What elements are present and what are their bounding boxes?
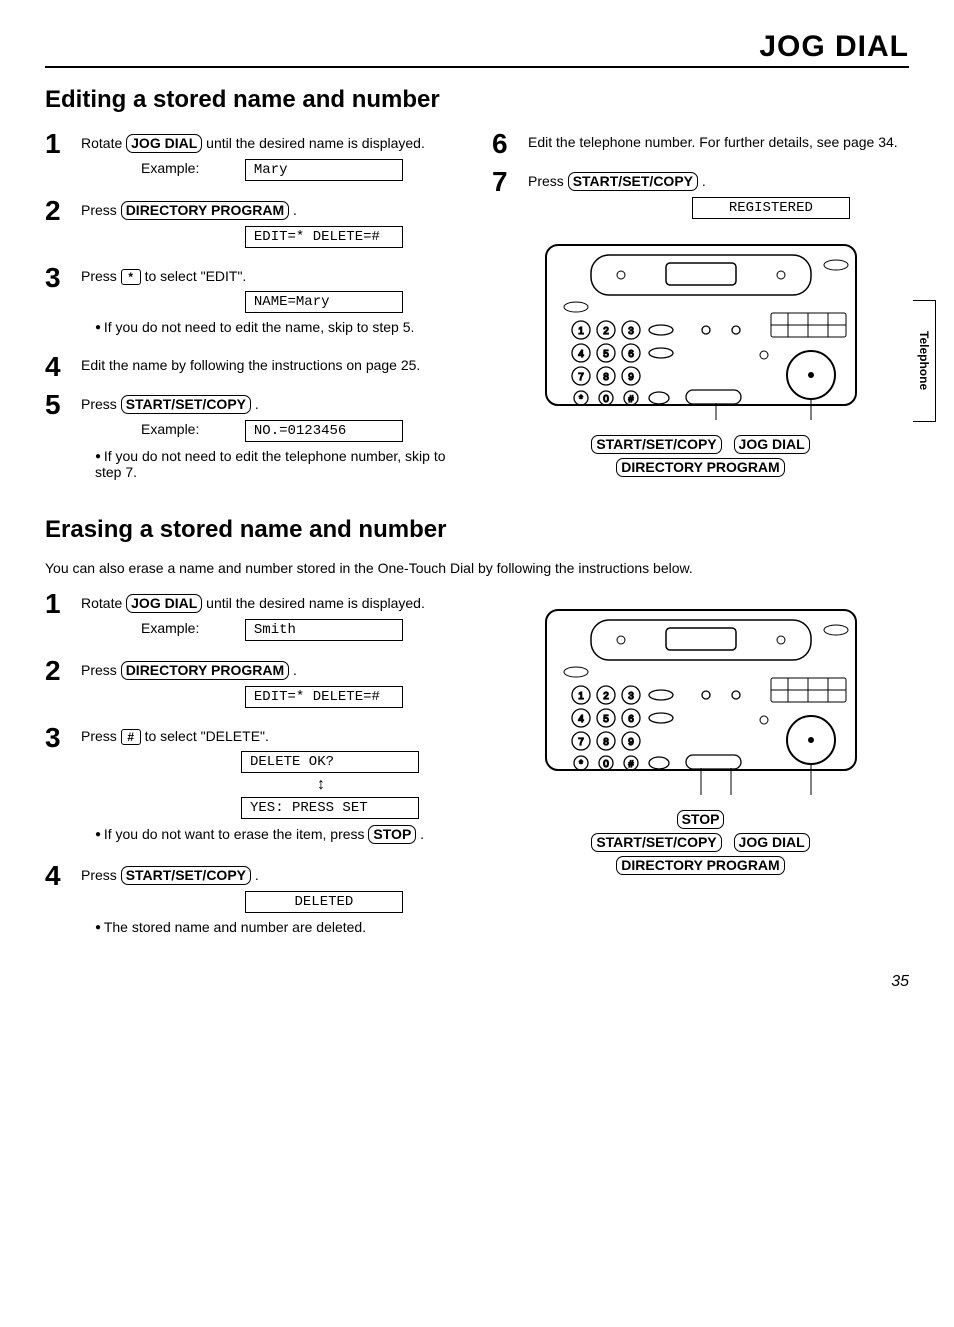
svg-text:1: 1 — [578, 691, 584, 702]
editing-step-5: 5 Press START/SET/COPY . Example: NO.=01… — [45, 391, 462, 488]
erasing-step-4: 4 Press START/SET/COPY . DELETED The sto… — [45, 862, 462, 943]
page-number: 35 — [45, 973, 909, 991]
svg-text:#: # — [628, 394, 633, 404]
display-box: Mary — [245, 159, 403, 181]
svg-text:6: 6 — [628, 349, 634, 360]
svg-text:8: 8 — [603, 372, 609, 383]
section-title-erasing: Erasing a stored name and number — [45, 516, 909, 544]
display-box: Smith — [245, 619, 403, 641]
display-box: EDIT=* DELETE=# — [245, 686, 403, 708]
display-box: DELETE OK? — [241, 751, 419, 773]
device-callouts: STOP START/SET/COPY JOG DIAL DIRECTORY P… — [492, 808, 909, 877]
svg-text:9: 9 — [628, 737, 634, 748]
device-callouts: START/SET/COPY JOG DIAL DIRECTORY PROGRA… — [492, 433, 909, 479]
editing-step-3: 3 Press * to select "EDIT". NAME=Mary If… — [45, 264, 462, 343]
svg-text:2: 2 — [603, 691, 609, 702]
fax-device-icon: 1 2 3 4 5 6 7 8 9 * 0 # — [536, 600, 866, 800]
svg-text:0: 0 — [603, 394, 609, 405]
svg-text:#: # — [628, 759, 633, 769]
device-figure-erasing: 1 2 3 4 5 6 7 8 9 * 0 # — [492, 600, 909, 877]
erasing-col-right: 1 2 3 4 5 6 7 8 9 * 0 # — [492, 590, 909, 953]
device-figure-editing: 1 2 3 4 5 6 7 8 9 * 0 # — [492, 235, 909, 479]
editing-step-4: 4 Edit the name by following the instruc… — [45, 353, 462, 381]
editing-columns: 1 Rotate JOG DIAL until the desired name… — [45, 130, 909, 498]
page-header: JOG DIAL — [45, 30, 909, 68]
editing-step-7: 7 Press START/SET/COPY . REGISTERED — [492, 168, 909, 225]
svg-text:3: 3 — [628, 691, 634, 702]
section-title-editing: Editing a stored name and number — [45, 86, 909, 114]
svg-text:0: 0 — [603, 759, 609, 770]
start-set-copy-button-label: START/SET/COPY — [568, 172, 698, 191]
svg-text:7: 7 — [578, 372, 584, 383]
svg-text:4: 4 — [578, 349, 584, 360]
svg-text:*: * — [579, 394, 583, 405]
editing-step-2: 2 Press DIRECTORY PROGRAM . EDIT=* DELET… — [45, 197, 462, 254]
svg-text:5: 5 — [603, 349, 609, 360]
display-box: EDIT=* DELETE=# — [245, 226, 403, 248]
editing-step-1: 1 Rotate JOG DIAL until the desired name… — [45, 130, 462, 187]
star-key: * — [121, 269, 141, 285]
note: If you do not need to edit the telephone… — [95, 448, 462, 480]
display-box: NO.=0123456 — [245, 420, 403, 442]
svg-text:7: 7 — [578, 737, 584, 748]
display-box: NAME=Mary — [245, 291, 403, 313]
note: The stored name and number are deleted. — [95, 919, 462, 935]
erasing-columns: 1 Rotate JOG DIAL until the desired name… — [45, 590, 909, 953]
page-title: JOG DIAL — [759, 30, 909, 66]
note: If you do not want to erase the item, pr… — [95, 825, 462, 844]
erasing-intro: You can also erase a name and number sto… — [45, 560, 909, 576]
note: If you do not need to edit the name, ski… — [95, 319, 462, 335]
svg-text:2: 2 — [603, 326, 609, 337]
svg-text:3: 3 — [628, 326, 634, 337]
updown-arrow-icon: ↕ — [241, 777, 401, 793]
editing-step-6: 6 Edit the telephone number. For further… — [492, 130, 909, 158]
svg-text:8: 8 — [603, 737, 609, 748]
display-box: REGISTERED — [692, 197, 850, 219]
side-tab-telephone: Telephone — [913, 300, 936, 422]
svg-text:9: 9 — [628, 372, 634, 383]
svg-text:6: 6 — [628, 714, 634, 725]
svg-text:1: 1 — [578, 326, 584, 337]
directory-program-button-label: DIRECTORY PROGRAM — [121, 201, 289, 220]
editing-col-left: 1 Rotate JOG DIAL until the desired name… — [45, 130, 462, 498]
svg-text:*: * — [579, 759, 583, 770]
svg-text:4: 4 — [578, 714, 584, 725]
erasing-step-1: 1 Rotate JOG DIAL until the desired name… — [45, 590, 462, 647]
fax-device-icon: 1 2 3 4 5 6 7 8 9 * 0 # — [536, 235, 866, 425]
erasing-step-3: 3 Press # to select "DELETE". DELETE OK?… — [45, 724, 462, 852]
side-tab-label: Telephone — [917, 331, 931, 390]
display-box: YES: PRESS SET — [241, 797, 419, 819]
start-set-copy-button-label: START/SET/COPY — [121, 395, 251, 414]
display-box: DELETED — [245, 891, 403, 913]
erasing-col-left: 1 Rotate JOG DIAL until the desired name… — [45, 590, 462, 953]
editing-col-right: 6 Edit the telephone number. For further… — [492, 130, 909, 498]
jog-dial-button-label: JOG DIAL — [126, 134, 202, 153]
hash-key: # — [121, 729, 141, 745]
erasing-step-2: 2 Press DIRECTORY PROGRAM . EDIT=* DELET… — [45, 657, 462, 714]
svg-text:5: 5 — [603, 714, 609, 725]
